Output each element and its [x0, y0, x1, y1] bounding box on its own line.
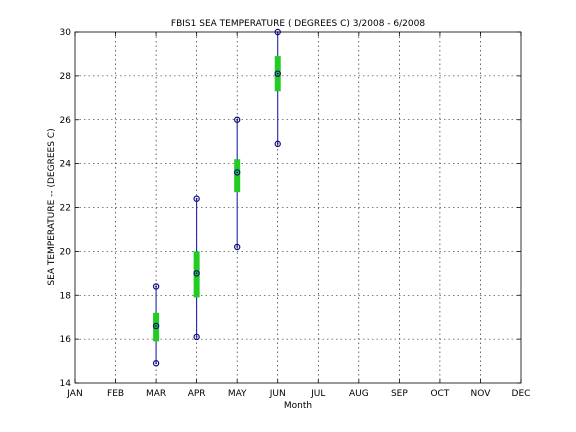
max-marker-dot: [155, 285, 157, 288]
y-axis-label: SEA TEMPERATURE -- (DEGREES C): [47, 128, 57, 285]
x-tick-label: JUN: [269, 389, 286, 399]
min-marker: [274, 140, 281, 148]
plot-area: [74, 31, 522, 384]
max-marker: [152, 283, 160, 290]
x-tick-label: FEB: [107, 389, 124, 399]
min-marker: [193, 333, 200, 341]
y-tick-label: 20: [60, 247, 72, 257]
median-marker: [193, 270, 200, 277]
box-jun: [274, 28, 281, 148]
iqr-box: [234, 159, 241, 193]
x-tick-label: JAN: [66, 389, 82, 399]
x-tick-label: OCT: [430, 389, 449, 399]
y-tick-label: 22: [60, 204, 71, 214]
iqr-box: [153, 312, 160, 342]
max-marker: [193, 195, 200, 202]
max-marker-dot: [236, 118, 239, 121]
min-marker: [233, 243, 241, 251]
median-marker-dot: [236, 171, 239, 174]
y-tick-label: 16: [60, 335, 72, 345]
x-tick-label: APR: [188, 389, 206, 399]
box-mar: [152, 283, 160, 367]
median-marker-dot: [195, 272, 198, 275]
min-marker-dot: [236, 246, 239, 248]
iqr-box: [193, 251, 200, 298]
median-marker: [233, 169, 241, 176]
box-marks: [152, 28, 281, 367]
max-marker-dot: [276, 31, 279, 33]
max-marker-dot: [195, 197, 198, 200]
x-tick-label: SEP: [391, 389, 408, 399]
max-marker: [233, 116, 241, 123]
y-tick-label: 24: [60, 160, 72, 170]
max-marker: [274, 28, 281, 36]
box-may: [233, 116, 241, 251]
tick-labels: JAN FEB MAR APR MAY JUN JUL AUG SEP OCT NOV DEC 14 16…: [60, 28, 531, 399]
min-marker-dot: [155, 362, 157, 365]
median-marker-dot: [276, 72, 279, 75]
x-tick-label: NOV: [471, 389, 492, 399]
x-tick-label: DEC: [512, 389, 531, 399]
median-marker: [152, 322, 160, 330]
x-tick-label: MAR: [146, 389, 166, 399]
y-tick-label: 30: [60, 28, 72, 38]
y-tick-label: 26: [60, 116, 72, 126]
chart-title: FBIS1 SEA TEMPERATURE ( DEGREES C) 3/200…: [171, 19, 425, 29]
median-marker: [274, 70, 281, 77]
y-tick-label: 14: [60, 379, 72, 389]
x-tick-label: JUL: [310, 389, 325, 399]
x-tick-label: AUG: [349, 389, 369, 399]
median-marker-dot: [155, 325, 157, 327]
x-tick-label: MAY: [228, 389, 247, 399]
min-marker: [152, 360, 160, 367]
box-apr: [193, 195, 200, 341]
y-tick-label: 28: [60, 72, 72, 82]
x-axis-label: Month: [284, 401, 312, 411]
min-marker-dot: [195, 336, 198, 338]
y-tick-label: 18: [60, 291, 72, 301]
min-marker-dot: [276, 142, 279, 145]
